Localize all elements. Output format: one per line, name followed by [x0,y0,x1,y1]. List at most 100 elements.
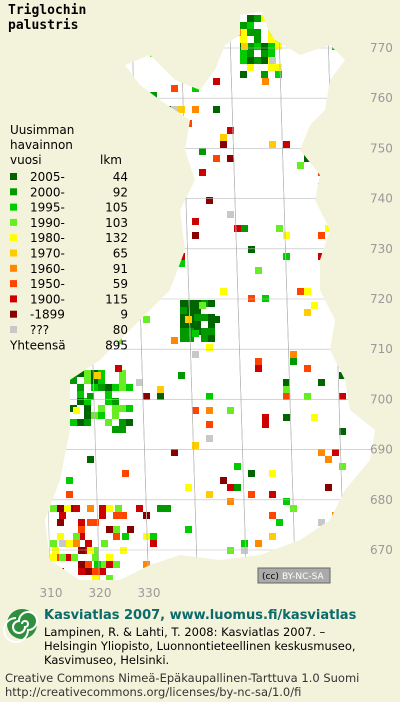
observation-square [283,498,290,505]
northing-label: 760 [370,91,393,105]
observation-square [360,351,367,358]
observation-square [115,365,122,372]
observation-square [234,225,241,232]
observation-square [227,211,234,218]
legend-swatch [10,326,17,333]
observation-square [80,351,87,358]
observation-square [304,155,311,162]
observation-square [187,321,194,328]
observation-square [297,162,304,169]
observation-square [45,36,52,43]
observation-square [105,419,112,426]
observation-square [73,540,80,547]
observation-square [157,393,164,400]
legend-label: ??? [30,323,49,337]
observation-square [129,85,136,92]
legend-label: 1950- [30,277,65,291]
observation-square [66,477,73,484]
observation-square [112,384,119,391]
observation-square [192,218,199,225]
observation-square [64,505,71,512]
observation-square [318,554,325,561]
northing-label: 710 [370,342,393,356]
observation-square [227,498,234,505]
observation-square [99,512,106,519]
observation-square [77,391,84,398]
observation-square [150,274,157,281]
observation-square [325,225,332,232]
observation-square [269,470,276,477]
observation-square [318,519,325,526]
northing-label: 730 [370,242,393,256]
observation-square [185,50,192,57]
license: http://creativecommons.org/licenses/by-n… [5,685,301,699]
legend-label: 2005- [30,170,65,184]
observation-square [178,120,185,127]
observation-square [45,428,52,435]
observation-square [275,64,282,71]
observation-square [353,400,360,407]
observation-square [311,561,318,568]
observation-square [180,335,187,342]
observation-square [84,370,91,377]
observation-square [164,211,171,218]
observation-square [171,106,178,113]
observation-square [339,428,346,435]
observation-square [136,505,143,512]
title: palustris [8,18,78,33]
observation-square [87,456,94,463]
observation-square [98,384,105,391]
observation-square [73,267,80,274]
observation-square [304,540,311,547]
observation-square [92,519,99,526]
observation-square [136,281,143,288]
observation-square [106,554,113,561]
legend-total: 895 [105,338,128,352]
observation-square [77,370,84,377]
observation-square [112,405,119,412]
observation-square [105,398,112,405]
observation-square [92,554,99,561]
observation-square [332,547,339,554]
observation-square [234,463,241,470]
observation-square [248,491,255,498]
observation-square [332,449,339,456]
observation-square [269,491,276,498]
observation-square [201,314,208,321]
observation-square [85,540,92,547]
observation-square [106,505,113,512]
legend-label: 1900- [30,292,65,306]
legend-label: 1980- [30,231,65,245]
observation-square [254,29,261,36]
observation-square [171,22,178,29]
legend-count: 65 [113,247,128,261]
observation-square [339,533,346,540]
observation-square [268,50,275,57]
observation-square [157,239,164,246]
logo [3,609,38,643]
observation-square [275,36,282,43]
easting-label: 310 [40,586,63,600]
badge-text: BY-NC-SA [282,572,325,582]
northing-label: 700 [370,392,393,406]
legend-label: -1899 [30,308,65,322]
observation-square [254,43,261,50]
observation-square [318,449,325,456]
observation-square [92,575,99,580]
observation-square [78,561,85,568]
observation-square [206,407,213,414]
observation-square [105,384,112,391]
observation-square [99,505,106,512]
observation-square [283,379,290,386]
northing-label: 680 [370,493,393,507]
observation-square [187,300,194,307]
observation-square [64,540,71,547]
observation-square [185,316,192,323]
observation-square [206,421,213,428]
observation-square [85,561,92,568]
observation-square [240,22,247,29]
license: Creative Commons Nimeä-Epäkaupallinen-Ta… [5,671,359,685]
legend-swatch [10,280,17,288]
northing-label: 740 [370,192,393,206]
observation-square [66,323,73,330]
